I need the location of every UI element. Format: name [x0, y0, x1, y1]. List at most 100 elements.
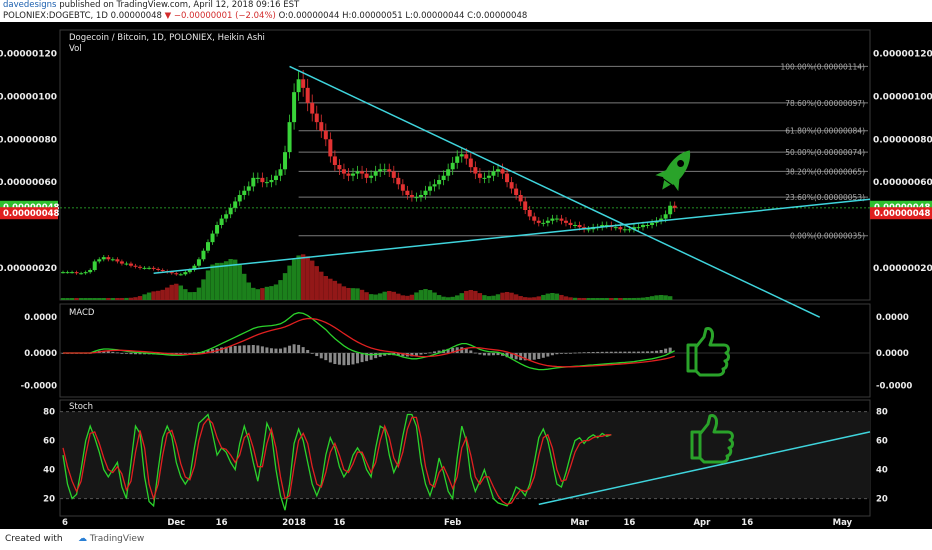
volume-bar [387, 290, 392, 300]
price-tick-right: 0.00000020 [873, 264, 932, 274]
stoch-band [60, 411, 870, 499]
author-link[interactable]: davedesigns [3, 0, 57, 10]
candle-body [500, 169, 505, 174]
thumb-hand [694, 327, 730, 377]
candle-body [536, 220, 541, 223]
macd-histogram-bar [297, 344, 301, 353]
volume-bar [69, 298, 75, 300]
candle-body [169, 272, 174, 274]
macd-tick-left: 0.0000 [24, 313, 57, 323]
macd-histogram-bar [365, 353, 369, 362]
price-tick-left: 0.00000120 [0, 50, 57, 60]
volume-bar [473, 290, 478, 300]
volume-bar [328, 278, 333, 300]
thumb-hand [698, 414, 734, 464]
candle-body [477, 173, 482, 178]
candle-body [305, 87, 310, 103]
macd-histogram-bar [650, 351, 654, 353]
candle-body [332, 156, 337, 165]
volume-bar [400, 295, 406, 300]
candle-body [641, 225, 645, 228]
volume-bar [115, 297, 120, 300]
volume-bar [83, 298, 88, 300]
macd-histogram-bar [315, 353, 319, 357]
volume-bar [246, 282, 251, 300]
created-with-text: Created with [5, 534, 63, 544]
volume-bar [151, 291, 156, 300]
candle-body [346, 173, 351, 176]
price-badge-label: 0.00000048 [874, 209, 931, 219]
volume-bar [618, 297, 623, 300]
macd-histogram-bar [424, 353, 427, 354]
macd-histogram-bar [192, 352, 196, 354]
candle-body [61, 272, 65, 274]
macd-histogram-bar [537, 353, 541, 359]
candle-body [260, 177, 265, 183]
macd-histogram-bar [102, 350, 106, 353]
candle-body [387, 169, 392, 172]
volume-bar [300, 254, 306, 300]
volume-bar [251, 287, 256, 300]
volume-bar [210, 264, 215, 300]
volume-bar [468, 289, 474, 300]
candle-body [160, 270, 165, 272]
candle-body [559, 218, 564, 221]
candle-body [88, 270, 93, 273]
macd-histogram-bar [283, 347, 287, 353]
candle-body [369, 175, 374, 178]
candle-body [341, 169, 346, 174]
tradingview-brand[interactable]: ☁ TradingView [78, 529, 144, 550]
candle-body [450, 162, 455, 170]
candle-body [323, 130, 328, 140]
candle-body [156, 268, 161, 270]
macd-histogram-bar [664, 348, 668, 353]
candle-body [242, 190, 247, 195]
chart-canvas[interactable]: 100.00%(0.00000114) 78.60%(0.00000097) 61.… [0, 22, 932, 529]
uptrend-support-line [153, 198, 871, 274]
candle-body [106, 257, 111, 260]
price-tick-right: 0.00000080 [873, 135, 932, 145]
volume-bar [119, 297, 125, 300]
fib-level-label: 50.00%(0.00000074) [785, 148, 865, 157]
volume-bar [133, 297, 138, 300]
candle-body [110, 259, 115, 261]
pane-frame-1 [59, 303, 871, 398]
volume-bar [192, 292, 197, 300]
volume-bar [495, 294, 501, 300]
candle-body [174, 273, 179, 275]
volume-bar [74, 298, 79, 300]
stoch-tick-right: 40 [876, 466, 888, 476]
price-badge [870, 207, 932, 220]
stoch-trend-line [538, 431, 871, 506]
volume-label: Vol [69, 44, 82, 54]
candle-body [178, 274, 183, 276]
candle-body [650, 222, 655, 225]
macd-histogram-bar [491, 353, 495, 356]
volume-bar [432, 292, 437, 300]
macd-histogram-bar [582, 352, 586, 354]
candle-body [355, 171, 360, 174]
volume-bar [550, 292, 555, 300]
published-text: published on TradingView.com, April 12, … [59, 0, 300, 10]
candle-body [119, 261, 124, 264]
stoch-tick-right: 20 [876, 495, 888, 505]
macd-histogram-bar [437, 350, 441, 353]
x-axis-label: 16 [741, 518, 753, 528]
macd-histogram-bar [220, 347, 224, 353]
candle-body [133, 265, 138, 267]
candle-body [378, 169, 383, 172]
candle-body [446, 169, 451, 176]
volume-bar [627, 297, 632, 300]
macd-histogram-bar [623, 351, 627, 353]
candle-body [115, 259, 120, 262]
volume-bar [174, 283, 179, 300]
symbol-header: POLONIEX:DOGEBTC, 1D 0.00000048 ▼ −0.000… [0, 11, 932, 22]
volume-bar [491, 295, 496, 300]
symbol-label[interactable]: POLONIEX:DOGEBTC, 1D [3, 11, 108, 21]
macd-histogram-bar [260, 346, 264, 353]
volume-bar [382, 291, 387, 300]
price-tick-right: 0.00000100 [873, 92, 932, 102]
macd-histogram-bar [559, 353, 563, 354]
x-axis-label: Apr [693, 518, 711, 528]
macd-histogram-bar [469, 350, 473, 353]
